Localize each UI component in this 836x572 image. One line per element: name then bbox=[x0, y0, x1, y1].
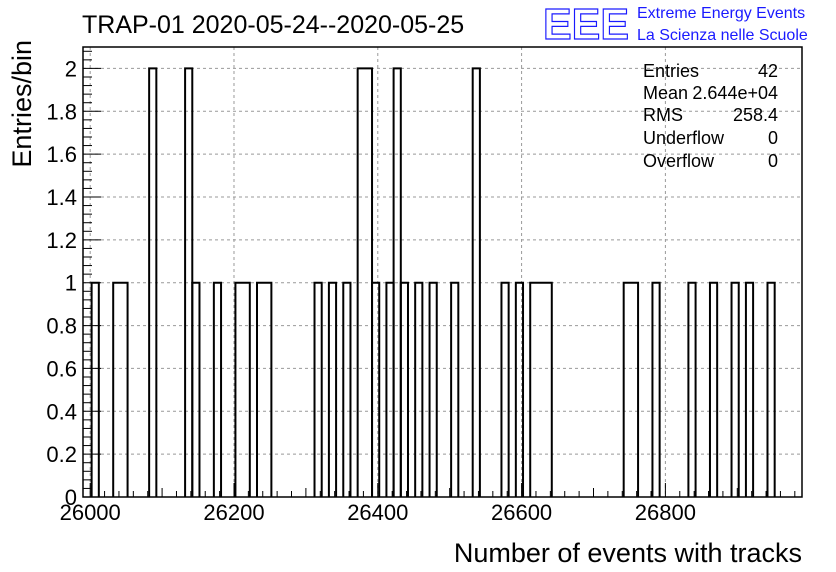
histogram-bin bbox=[766, 281, 776, 497]
y-tick-label: 1.6 bbox=[46, 142, 77, 167]
stat-value-mean: 2.644e+04 bbox=[692, 83, 778, 103]
axis-ticks bbox=[83, 50, 796, 498]
y-tick-label: 0.2 bbox=[46, 442, 77, 467]
histogram-bin bbox=[708, 281, 719, 497]
stat-value-entries: 42 bbox=[758, 61, 778, 81]
histogram-bin bbox=[342, 281, 352, 497]
histogram-bin bbox=[744, 281, 755, 497]
x-tick-label: 26600 bbox=[491, 500, 552, 525]
histogram-bin bbox=[500, 281, 510, 497]
x-axis-title: Number of events with tracks bbox=[454, 538, 802, 568]
x-tick-label: 26200 bbox=[203, 500, 264, 525]
stats-box: Entries 42 Mean 2.644e+04 RMS 258.4 Unde… bbox=[643, 61, 778, 171]
x-tick-label: 26000 bbox=[60, 500, 121, 525]
y-tick-label: 1.4 bbox=[46, 185, 77, 210]
y-tick-label: 1.2 bbox=[46, 228, 77, 253]
histogram-bin bbox=[313, 281, 323, 497]
histogram-bin bbox=[514, 281, 525, 497]
histogram-bin bbox=[450, 281, 460, 497]
histogram-bin bbox=[191, 281, 201, 497]
stat-label-rms: RMS bbox=[643, 105, 683, 125]
chart-title: TRAP-01 2020-05-24--2020-05-25 bbox=[82, 11, 464, 39]
stat-value-underflow: 0 bbox=[768, 128, 778, 148]
y-tick-label: 2 bbox=[65, 56, 77, 81]
stat-label-entries: Entries bbox=[643, 61, 699, 81]
y-tick-labels: 0 0.2 0.4 0.6 0.8 1 1.2 1.4 1.6 1.8 2 bbox=[46, 56, 77, 510]
y-tick-label: 0 bbox=[65, 485, 77, 510]
histogram-bin bbox=[529, 281, 553, 497]
histogram-bins bbox=[90, 67, 776, 497]
stat-value-overflow: 0 bbox=[768, 151, 778, 171]
histogram-bin bbox=[148, 67, 158, 497]
y-tick-label: 1.8 bbox=[46, 99, 77, 124]
histogram-bin bbox=[399, 281, 409, 497]
plot-frame bbox=[82, 46, 803, 498]
histogram-bin bbox=[234, 281, 251, 497]
histogram-bin bbox=[414, 281, 424, 497]
y-tick-label: 0.8 bbox=[46, 314, 77, 339]
histogram-bin bbox=[212, 281, 223, 497]
y-axis-title: Entries/bin bbox=[7, 40, 37, 168]
y-tick-label: 0.4 bbox=[46, 399, 77, 424]
x-tick-label: 26800 bbox=[635, 500, 696, 525]
histogram-bin bbox=[327, 281, 338, 497]
histogram-bin bbox=[255, 281, 273, 497]
histogram-bin bbox=[651, 281, 661, 497]
stat-label-overflow: Overflow bbox=[643, 151, 715, 171]
eee-logo-mark: EEE bbox=[543, 0, 629, 49]
y-tick-label: 1 bbox=[65, 271, 77, 296]
y-tick-label: 0.6 bbox=[46, 356, 77, 381]
logo-line-2: La Scienza nelle Scuole bbox=[637, 27, 808, 44]
stat-label-underflow: Underflow bbox=[643, 128, 725, 148]
x-tick-labels: 26000 26200 26400 26600 26800 bbox=[60, 500, 696, 525]
x-tick-label: 26400 bbox=[347, 500, 408, 525]
stat-value-rms: 258.4 bbox=[733, 105, 778, 125]
grid bbox=[83, 47, 802, 497]
histogram-bin bbox=[730, 281, 740, 497]
histogram-bin bbox=[428, 281, 438, 497]
histogram-bin bbox=[371, 281, 381, 497]
histogram-bin bbox=[112, 281, 129, 497]
histogram-bin bbox=[471, 67, 481, 497]
histogram-bin bbox=[622, 281, 640, 497]
logo-line-1: Extreme Energy Events bbox=[637, 5, 805, 22]
eee-logo: EEE Extreme Energy Events La Scienza nel… bbox=[542, 0, 808, 50]
histogram-bin bbox=[687, 281, 697, 497]
stat-label-mean: Mean bbox=[643, 83, 688, 103]
